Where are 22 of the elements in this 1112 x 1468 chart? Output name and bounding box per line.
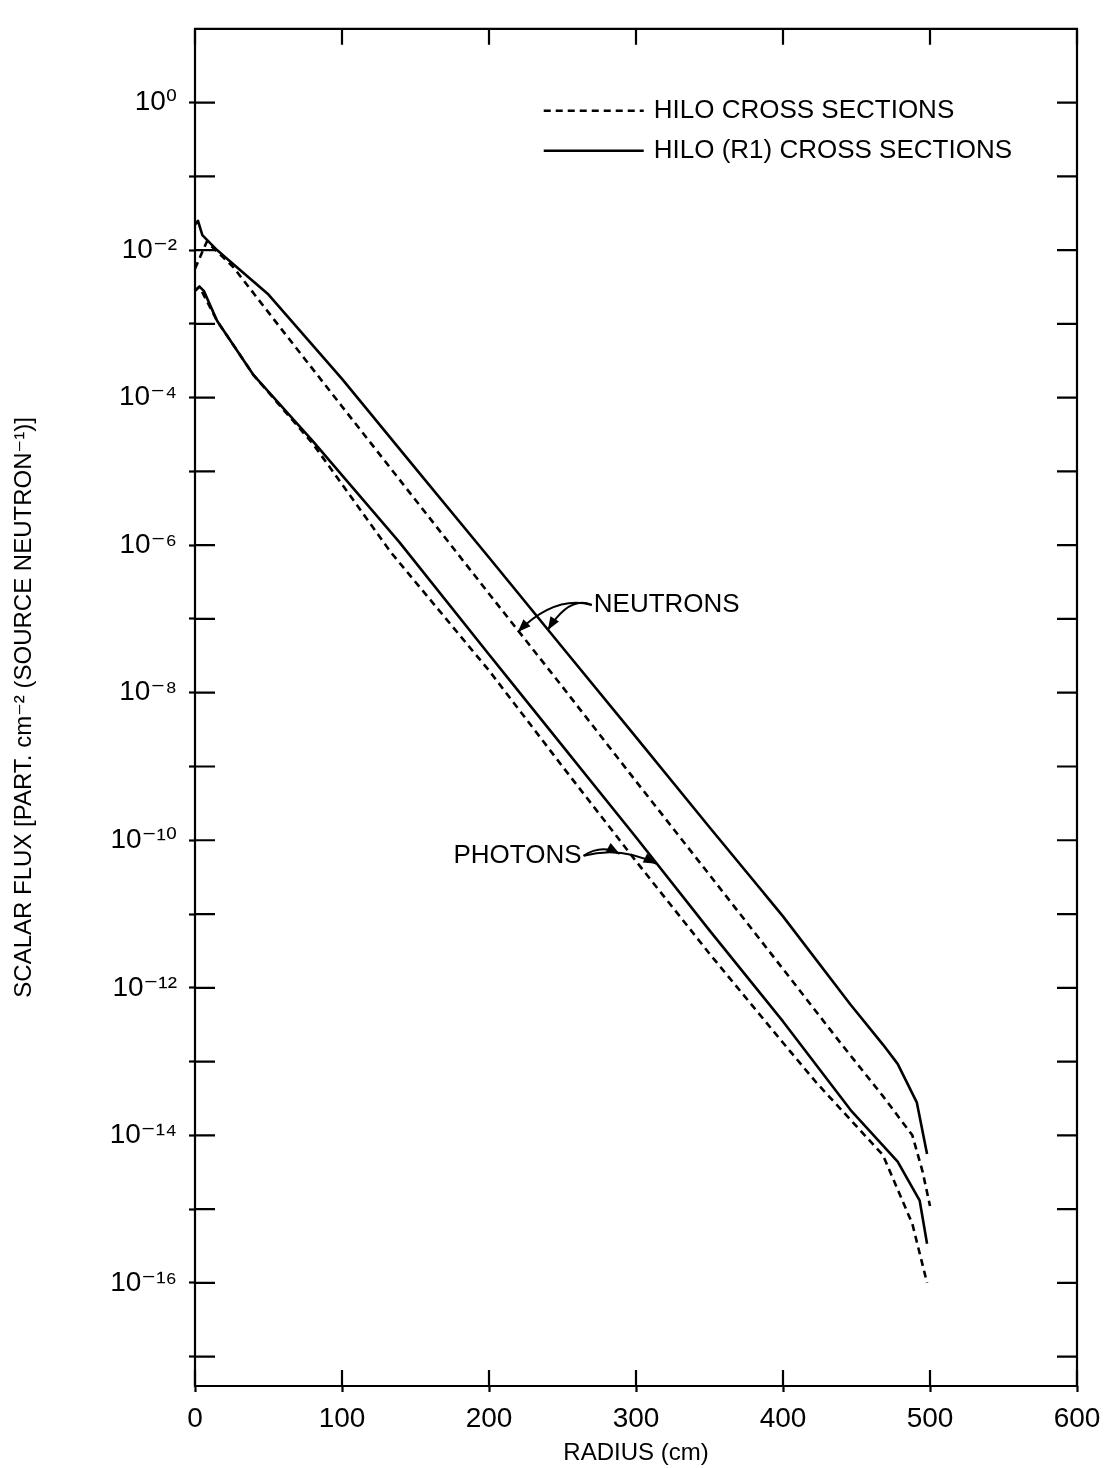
x-tick-label: 600 — [1053, 1401, 1101, 1433]
y-axis-title: SCALAR FLUX [PART. cm⁻² (SOURCE NEUTRON⁻¹)] — [9, 417, 37, 998]
x-tick-label: 300 — [612, 1401, 660, 1433]
legend-label: HILO CROSS SECTIONS — [653, 93, 955, 124]
y-tick-label: 10⁻² — [121, 232, 177, 264]
y-tick-label: 10⁻¹⁴ — [109, 1118, 177, 1150]
x-tick-label: 400 — [759, 1401, 807, 1433]
y-tick-label: 10⁻⁸ — [119, 675, 177, 707]
y-tick-label: 10⁻¹⁶ — [110, 1265, 177, 1297]
annotation: PHOTONS — [453, 838, 582, 869]
annotation: NEUTRONS — [593, 588, 740, 619]
x-axis-title: RADIUS (cm) — [563, 1438, 709, 1466]
legend-label: HILO (R1) CROSS SECTIONS — [653, 133, 1013, 164]
y-tick-label: 10⁻¹⁰ — [110, 822, 177, 854]
y-tick-label: 10⁰ — [134, 85, 177, 117]
x-tick-label: 500 — [906, 1401, 954, 1433]
y-tick-label: 10⁻⁶ — [119, 527, 177, 559]
y-tick-label: 10⁻⁴ — [119, 380, 177, 412]
x-tick-label: 0 — [187, 1401, 203, 1433]
y-tick-label: 10⁻¹² — [112, 970, 177, 1002]
x-tick-label: 100 — [318, 1401, 366, 1433]
x-tick-label: 200 — [465, 1401, 513, 1433]
